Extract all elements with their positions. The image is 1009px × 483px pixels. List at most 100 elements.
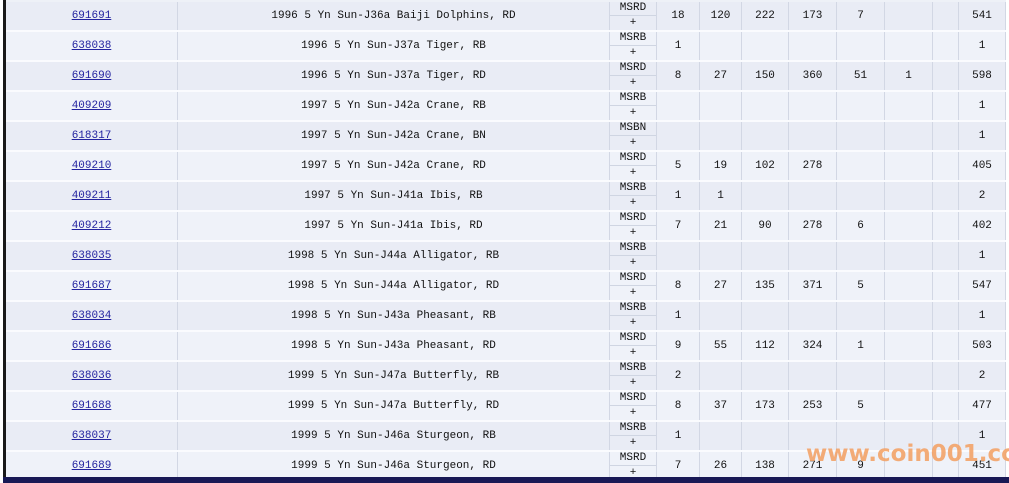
coin-id-link[interactable]: 691691 <box>71 10 112 22</box>
total-cell: 1 <box>959 122 1006 150</box>
count-cell <box>837 422 885 450</box>
count-cell: 19 <box>700 152 742 180</box>
count-cell <box>933 212 959 240</box>
table-row: 638035 1998 5 Yn Sun-J44a Alligator, RB … <box>6 242 1006 272</box>
coin-id-cell: 409210 <box>6 152 178 180</box>
count-cell <box>885 392 933 420</box>
coin-id-cell: 409211 <box>6 182 178 210</box>
coin-id-cell: 691688 <box>6 392 178 420</box>
grade-plus-sign: + <box>629 347 637 359</box>
count-cell <box>933 392 959 420</box>
count-cell: 90 <box>742 212 789 240</box>
count-cell <box>742 362 789 390</box>
count-cell: 1 <box>657 182 700 210</box>
grade-cell: MSRB + <box>610 362 657 390</box>
grade-cell: MSRB + <box>610 242 657 270</box>
count-cell <box>837 182 885 210</box>
grade-plus-sign: + <box>629 167 637 179</box>
coin-id-link[interactable]: 691689 <box>71 460 112 472</box>
coin-id-link[interactable]: 409209 <box>71 100 112 112</box>
coin-description: 1999 5 Yn Sun-J46a Sturgeon, RB <box>178 422 610 450</box>
coin-id-link[interactable]: 409211 <box>71 190 112 202</box>
count-cell <box>700 32 742 60</box>
count-cell <box>789 122 837 150</box>
count-cell <box>933 152 959 180</box>
coin-description: 1996 5 Yn Sun-J37a Tiger, RD <box>178 62 610 90</box>
coin-id-link[interactable]: 691686 <box>71 340 112 352</box>
count-cell: 9 <box>657 332 700 360</box>
coin-id-cell: 691691 <box>6 2 178 30</box>
count-cell: 27 <box>700 272 742 300</box>
count-cell <box>742 182 789 210</box>
count-cell <box>789 362 837 390</box>
total-cell: 451 <box>959 452 1006 480</box>
count-cell: 324 <box>789 332 837 360</box>
count-cell: 360 <box>789 62 837 90</box>
coin-id-link[interactable]: 638036 <box>71 370 112 382</box>
grade-cell: MSRD + <box>610 272 657 300</box>
count-cell <box>742 122 789 150</box>
total-cell: 1 <box>959 32 1006 60</box>
total-cell: 402 <box>959 212 1006 240</box>
count-cell: 120 <box>700 2 742 30</box>
total-cell: 503 <box>959 332 1006 360</box>
count-cell <box>700 422 742 450</box>
grade-code: MSRB <box>610 242 656 256</box>
coin-id-cell: 638038 <box>6 32 178 60</box>
coin-id-cell: 638037 <box>6 422 178 450</box>
count-cell <box>700 242 742 270</box>
count-cell: 21 <box>700 212 742 240</box>
count-cell <box>700 92 742 120</box>
table-row: 691687 1998 5 Yn Sun-J44a Alligator, RD … <box>6 272 1006 302</box>
count-cell <box>933 92 959 120</box>
count-cell: 1 <box>700 182 742 210</box>
count-cell <box>885 32 933 60</box>
total-cell: 1 <box>959 302 1006 330</box>
count-cell <box>885 422 933 450</box>
count-cell <box>933 272 959 300</box>
coin-id-cell: 409212 <box>6 212 178 240</box>
coin-id-link[interactable]: 691688 <box>71 400 112 412</box>
grade-cell: MSRD + <box>610 152 657 180</box>
total-cell: 1 <box>959 92 1006 120</box>
grade-code: MSRB <box>610 362 656 376</box>
count-cell <box>837 92 885 120</box>
coin-id-link[interactable]: 409210 <box>71 160 112 172</box>
count-cell: 51 <box>837 62 885 90</box>
coin-description: 1998 5 Yn Sun-J43a Pheasant, RD <box>178 332 610 360</box>
coin-id-link[interactable]: 638038 <box>71 40 112 52</box>
count-cell <box>933 362 959 390</box>
total-cell: 598 <box>959 62 1006 90</box>
count-cell <box>657 242 700 270</box>
count-cell <box>933 182 959 210</box>
coin-id-cell: 638035 <box>6 242 178 270</box>
coin-id-link[interactable]: 691690 <box>71 70 112 82</box>
count-cell <box>789 182 837 210</box>
coin-description: 1997 5 Yn Sun-J41a Ibis, RB <box>178 182 610 210</box>
coin-id-cell: 691687 <box>6 272 178 300</box>
count-cell: 102 <box>742 152 789 180</box>
grade-cell: MSRD + <box>610 452 657 480</box>
count-cell <box>885 362 933 390</box>
coin-id-link[interactable]: 638037 <box>71 430 112 442</box>
coin-id-link[interactable]: 638034 <box>71 310 112 322</box>
count-cell <box>885 332 933 360</box>
count-cell: 278 <box>789 152 837 180</box>
coin-id-link[interactable]: 638035 <box>71 250 112 262</box>
coin-id-link[interactable]: 618317 <box>71 130 112 142</box>
grade-plus-sign: + <box>629 467 637 479</box>
count-cell: 5 <box>837 272 885 300</box>
total-cell: 541 <box>959 2 1006 30</box>
coin-description: 1997 5 Yn Sun-J42a Crane, RD <box>178 152 610 180</box>
count-cell <box>885 122 933 150</box>
coin-id-cell: 409209 <box>6 92 178 120</box>
count-cell: 8 <box>657 392 700 420</box>
coin-id-link[interactable]: 691687 <box>71 280 112 292</box>
count-cell <box>885 152 933 180</box>
count-cell: 278 <box>789 212 837 240</box>
table-row: 638036 1999 5 Yn Sun-J47a Butterfly, RB … <box>6 362 1006 392</box>
coin-id-link[interactable]: 409212 <box>71 220 112 232</box>
count-cell <box>933 32 959 60</box>
coin-description: 1997 5 Yn Sun-J42a Crane, RB <box>178 92 610 120</box>
